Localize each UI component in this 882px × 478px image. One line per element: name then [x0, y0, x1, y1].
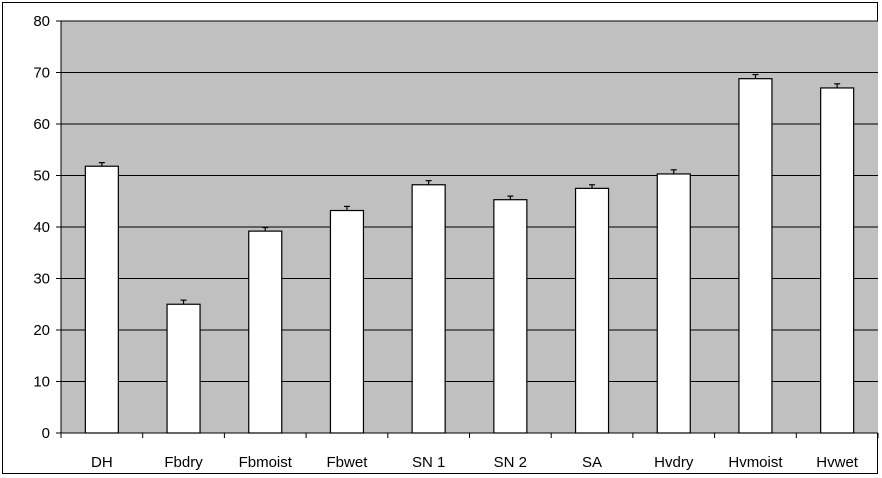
x-tick-label: Hvmoist	[728, 454, 783, 471]
y-tick-label: 20	[33, 322, 50, 339]
y-tick-label: 10	[33, 374, 50, 391]
x-tick-label: DH	[91, 454, 113, 471]
bars	[84, 78, 855, 434]
bar	[738, 78, 773, 434]
bar	[248, 230, 283, 434]
y-tick-label: 60	[33, 116, 50, 133]
bar	[166, 303, 201, 434]
x-tick-label: SN 1	[412, 454, 445, 471]
y-tick-label: 70	[33, 65, 50, 82]
x-tick-labels: DH Fbdry Fbmoist Fbwet SN 1 SN 2 SA Hvdry Hvmois…	[91, 454, 859, 471]
x-tick-label: Hvdry	[654, 454, 694, 471]
y-tick-label: 80	[33, 13, 50, 30]
x-tick-label: Fbdry	[164, 454, 203, 471]
y-tick-label: 50	[33, 168, 50, 185]
y-tick-label: 40	[33, 219, 50, 236]
bar	[493, 199, 528, 434]
bar	[411, 184, 446, 434]
axes	[56, 20, 879, 438]
x-tick-label: SA	[582, 454, 602, 471]
bar	[84, 165, 119, 434]
x-tick-label: Hvwet	[816, 454, 859, 471]
y-tick-labels: 0 10 20 30 40 50 60 70 80	[33, 13, 50, 442]
bar	[574, 187, 610, 434]
error-bars	[98, 73, 841, 305]
bar	[329, 209, 365, 434]
x-tick-label: Fbmoist	[239, 454, 293, 471]
x-tick-label: Fbwet	[327, 454, 369, 471]
bar	[656, 173, 691, 434]
y-tick-label: 0	[42, 425, 50, 442]
y-tick-label: 30	[33, 271, 50, 288]
x-tick-label: SN 2	[494, 454, 527, 471]
bar	[820, 87, 855, 434]
